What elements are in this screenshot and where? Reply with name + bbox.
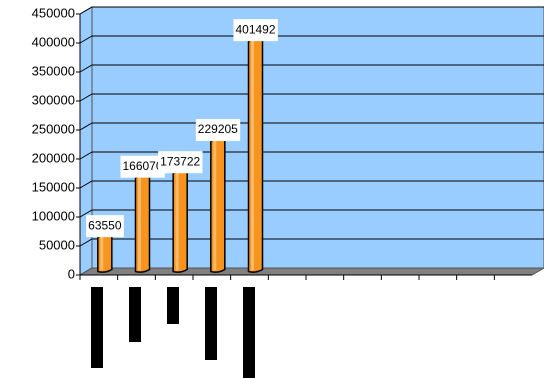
grid-line (79, 6, 544, 15)
grid-line (79, 151, 544, 160)
bar-body (247, 37, 264, 273)
data-label-group: 166070 (120, 155, 165, 178)
data-label-box (158, 151, 203, 174)
bar (134, 173, 151, 273)
y-tick-label: 150000 (32, 179, 75, 194)
category-label-blob (91, 287, 103, 368)
bar-body (210, 137, 226, 273)
back-wall (91, 6, 544, 269)
bar (210, 137, 226, 273)
data-label: 401492 (235, 22, 275, 36)
bar (172, 169, 188, 273)
grid-line (79, 180, 544, 189)
grid-line (79, 64, 544, 73)
grid-line (79, 35, 544, 44)
bar-body (172, 169, 188, 273)
y-tick-label: 250000 (32, 121, 75, 136)
category-label-blob (129, 287, 141, 342)
y-tick-label: 100000 (32, 208, 75, 223)
data-label-box (233, 19, 278, 42)
data-label-box (120, 155, 165, 178)
data-label-box (86, 215, 124, 238)
data-label-group: 401492 (233, 19, 278, 42)
grid-line (79, 93, 544, 102)
y-tick-label: 0 (68, 266, 75, 281)
grid-line (79, 238, 544, 247)
data-label: 229205 (198, 122, 238, 136)
y-tick-label: 450000 (32, 5, 75, 20)
data-label: 173722 (160, 154, 200, 168)
category-label-blob (167, 287, 179, 324)
category-label-blobs (91, 287, 255, 378)
grid-line (79, 122, 544, 131)
bar (97, 233, 113, 273)
grid-line (79, 209, 544, 218)
category-label-blob (205, 287, 217, 360)
data-label: 63550 (88, 218, 122, 232)
data-label: 166070 (122, 159, 162, 173)
y-tick-label: 200000 (32, 150, 75, 165)
data-label-box (195, 119, 241, 142)
bar-body (134, 173, 151, 273)
data-label-group: 173722 (158, 151, 203, 174)
y-tick-label: 50000 (39, 237, 75, 252)
data-label-group: 229205 (195, 119, 241, 142)
bar (247, 37, 264, 273)
y-tick-label: 350000 (32, 63, 75, 78)
bar-body (97, 233, 113, 273)
category-label-blob (243, 287, 255, 378)
data-label-group: 63550 (86, 215, 124, 238)
y-tick-label: 400000 (32, 34, 75, 49)
y-tick-label: 300000 (32, 92, 75, 107)
